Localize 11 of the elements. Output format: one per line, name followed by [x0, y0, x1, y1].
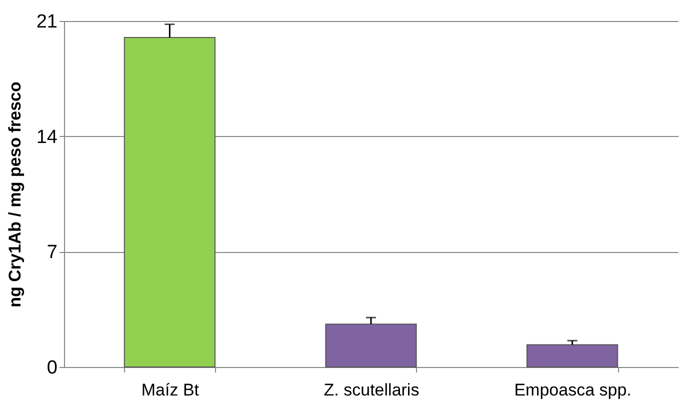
x-tick-label: Empoasca spp. [514, 380, 632, 400]
x-tick-label: Maíz Bt [141, 380, 200, 400]
bar [325, 324, 417, 368]
y-tick-label: 0 [46, 358, 58, 378]
y-tick-label: 7 [46, 242, 58, 264]
bar [526, 344, 618, 368]
y-tick-label: 21 [36, 12, 58, 32]
x-tick-label: Z. scutellaris [324, 380, 420, 400]
y-axis-title: ng Cry1Ab / mg peso fresco [5, 82, 24, 308]
bar [124, 36, 216, 368]
y-tick-label: 14 [36, 126, 58, 148]
